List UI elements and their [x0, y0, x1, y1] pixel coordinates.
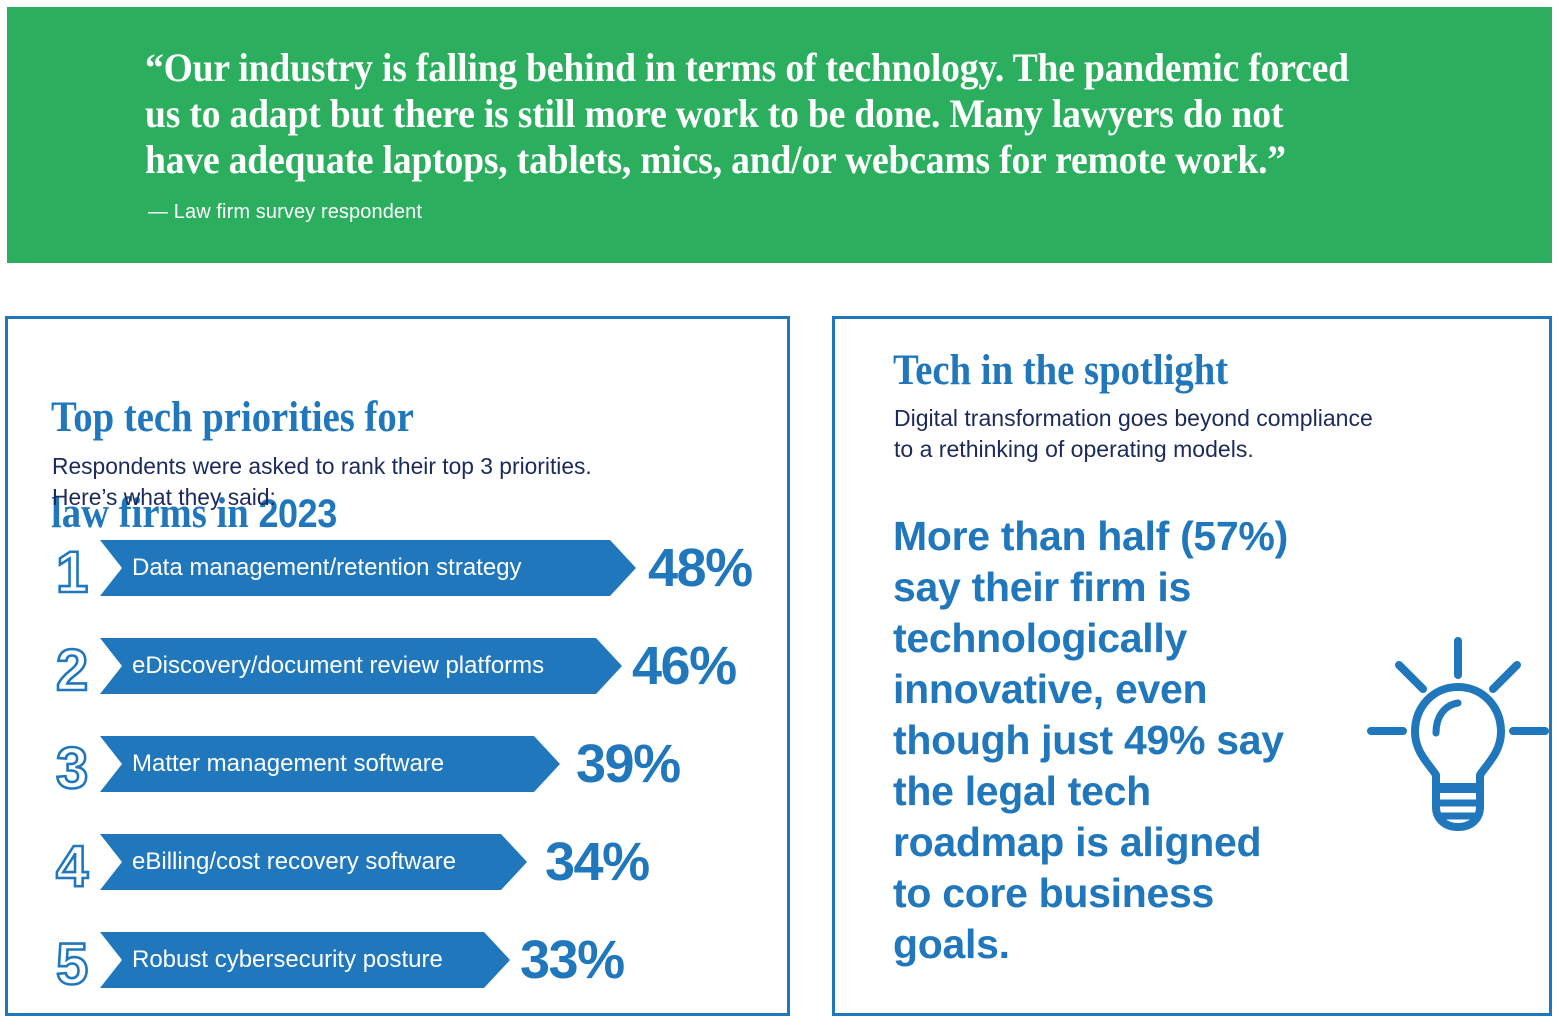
rank-number: 2	[52, 637, 100, 705]
panel-subtitle: Respondents were asked to rank their top…	[52, 453, 592, 510]
rank-number-glyph: 5	[56, 932, 88, 997]
page-title: Top tech priorities for law firms in 202…	[51, 346, 414, 538]
rank-number-glyph: 4	[56, 834, 88, 899]
rank-number: 5	[52, 931, 100, 999]
quote-attribution: — Law firm survey respondent	[148, 201, 423, 223]
quote-banner: “Our industry is falling behind in terms…	[7, 7, 1552, 263]
bar-label: eDiscovery/document review platforms	[132, 652, 545, 679]
lightbulb-icon	[1363, 631, 1553, 831]
chart-row: 4 eBilling/cost recovery software 34%	[8, 813, 787, 911]
bar-value: 39%	[576, 734, 681, 794]
title-line-1: Top tech priorities for	[51, 394, 414, 441]
bar-label: Data management/retention strategy	[132, 554, 522, 581]
chart-row: 5 Robust cybersecurity posture 33%	[8, 911, 787, 1009]
spotlight-subtitle: Digital transformation goes beyond compl…	[894, 405, 1373, 462]
ray-upper-left	[1395, 661, 1427, 693]
bar-value: 33%	[520, 930, 625, 990]
rank-number-glyph: 2	[56, 638, 88, 703]
bar-value: 34%	[545, 832, 650, 892]
rank-number: 4	[52, 833, 100, 901]
bar: Robust cybersecurity posture	[100, 932, 510, 988]
rank-number-glyph: 3	[56, 736, 88, 801]
chart-row: 3 Matter management software 39%	[8, 715, 787, 813]
bulb-base	[1432, 785, 1484, 831]
title-year: 2023	[258, 492, 337, 536]
tech-spotlight-panel: Tech in the spotlight Digital transforma…	[832, 316, 1552, 1016]
bar: eDiscovery/document review platforms	[100, 638, 622, 694]
bar: eBilling/cost recovery software	[100, 834, 527, 890]
spotlight-statistic: More than half (57%) say their firm is t…	[893, 513, 1288, 967]
chart-row: 2 eDiscovery/document review platforms 4…	[8, 617, 787, 715]
chart-row: 1 Data management/retention strategy 48%	[8, 519, 787, 617]
top-tech-priorities-panel: Top tech priorities for law firms in 202…	[5, 316, 790, 1016]
spotlight-title: Tech in the spotlight	[893, 347, 1229, 394]
bar: Matter management software	[100, 736, 560, 792]
rank-number: 3	[52, 735, 100, 803]
bar-label: Matter management software	[132, 750, 445, 777]
ray-upper-right	[1489, 661, 1521, 693]
bar-value: 46%	[632, 636, 737, 696]
title-line-2: law firms in	[51, 490, 259, 537]
priorities-bar-chart: 1 Data management/retention strategy 48%…	[8, 519, 787, 1009]
bar: Data management/retention strategy	[100, 540, 636, 596]
quote-text: “Our industry is falling behind in terms…	[145, 45, 1349, 182]
bulb-highlight	[1432, 699, 1462, 737]
rank-number-glyph: 1	[56, 540, 88, 605]
rank-number: 1	[52, 539, 100, 607]
bar-label: eBilling/cost recovery software	[132, 848, 457, 875]
bar-value: 48%	[648, 538, 753, 598]
bar-label: Robust cybersecurity posture	[132, 946, 443, 973]
